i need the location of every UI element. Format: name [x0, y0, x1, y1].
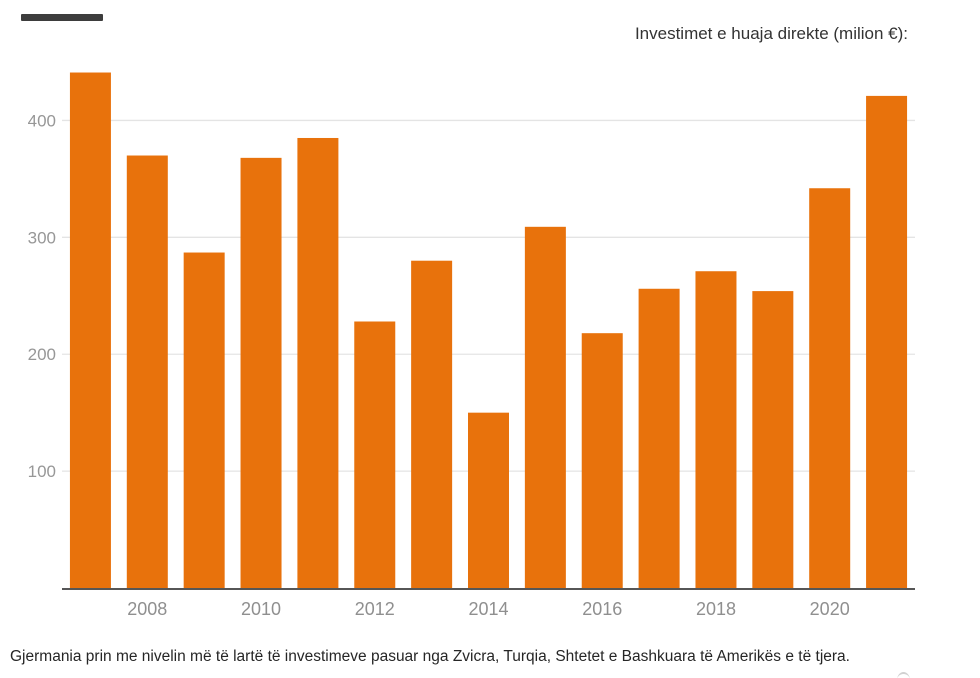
- bar-2021: [866, 95, 908, 589]
- bar-2016: [581, 333, 623, 588]
- chart-title: Investimet e huaja direkte (milion €):: [634, 24, 908, 43]
- bar-2010: [240, 157, 282, 589]
- bar-2020: [809, 188, 851, 589]
- top-dark-bar: [21, 14, 103, 21]
- x-tick-label-2016: 2016: [582, 599, 622, 619]
- fdi-bar-chart: 100 200 300 400 2008 2010 2012 2014 2016 2018 2020: [28, 72, 915, 619]
- bar-2014: [468, 412, 509, 588]
- bar-2017: [638, 288, 680, 588]
- y-tick-label-400: 400: [28, 111, 56, 130]
- bar-2008: [126, 155, 168, 588]
- x-tick-label-2008: 2008: [127, 599, 167, 619]
- bar-2011: [297, 137, 339, 588]
- bar-2012: [354, 321, 396, 588]
- bar-2015: [524, 226, 566, 588]
- x-tick-label-2014: 2014: [468, 599, 508, 619]
- x-tick-label-2010: 2010: [241, 599, 281, 619]
- bar-2007: [69, 72, 111, 588]
- bar-2013: [411, 260, 453, 588]
- x-tick-label-2012: 2012: [355, 599, 395, 619]
- bar-2019: [752, 291, 794, 588]
- y-tick-label-200: 200: [28, 345, 56, 364]
- x-tick-label-2020: 2020: [810, 599, 850, 619]
- x-tick-label-2018: 2018: [696, 599, 736, 619]
- bar-2018: [695, 271, 737, 588]
- chart-caption: Gjermania prin me nivelin më të lartë të…: [10, 648, 850, 665]
- y-tick-label-100: 100: [28, 462, 56, 481]
- bar-2009: [183, 252, 225, 589]
- y-tick-label-300: 300: [28, 228, 56, 247]
- corner-artifact: [897, 672, 910, 678]
